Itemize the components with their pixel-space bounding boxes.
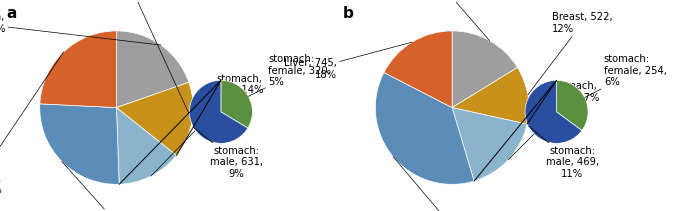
Wedge shape	[40, 31, 116, 108]
Text: Colorectum,
694, 16%: Colorectum, 694, 16%	[414, 0, 490, 41]
Text: stomach,
951, 14%: stomach, 951, 14%	[151, 74, 264, 176]
Wedge shape	[189, 80, 248, 143]
Text: stomach:
male, 469,
11%: stomach: male, 469, 11%	[528, 126, 599, 179]
Text: a: a	[7, 6, 17, 21]
Text: Lung, 1590,
37%: Lung, 1590, 37%	[393, 157, 482, 211]
Wedge shape	[452, 31, 517, 108]
Text: stomach,
723, 17%: stomach, 723, 17%	[508, 81, 599, 160]
Wedge shape	[40, 104, 119, 184]
Wedge shape	[116, 31, 189, 108]
Wedge shape	[556, 80, 588, 131]
Text: Colorectum,
1360, 20%: Colorectum, 1360, 20%	[0, 12, 161, 45]
Wedge shape	[384, 31, 452, 108]
Text: stomach:
female, 320,
5%: stomach: female, 320, 5%	[249, 54, 331, 96]
Wedge shape	[452, 108, 527, 181]
Wedge shape	[116, 108, 177, 184]
Wedge shape	[116, 82, 193, 155]
Wedge shape	[452, 68, 529, 124]
Text: Lung, 1825,
26%: Lung, 1825, 26%	[62, 161, 146, 211]
Text: Liver, 745,
18%: Liver, 745, 18%	[284, 42, 412, 80]
Text: Breast,
1677, 24%: Breast, 1677, 24%	[0, 52, 64, 195]
Text: Breast, 522,
12%: Breast, 522, 12%	[527, 12, 612, 95]
Wedge shape	[525, 80, 582, 143]
Text: b: b	[342, 6, 353, 21]
Wedge shape	[375, 73, 474, 184]
Text: stomach:
female, 254,
6%: stomach: female, 254, 6%	[585, 54, 667, 98]
Text: Prostate,
1112, 16%: Prostate, 1112, 16%	[105, 0, 192, 120]
Wedge shape	[221, 80, 252, 128]
Text: stomach:
male, 631,
9%: stomach: male, 631, 9%	[193, 127, 263, 179]
